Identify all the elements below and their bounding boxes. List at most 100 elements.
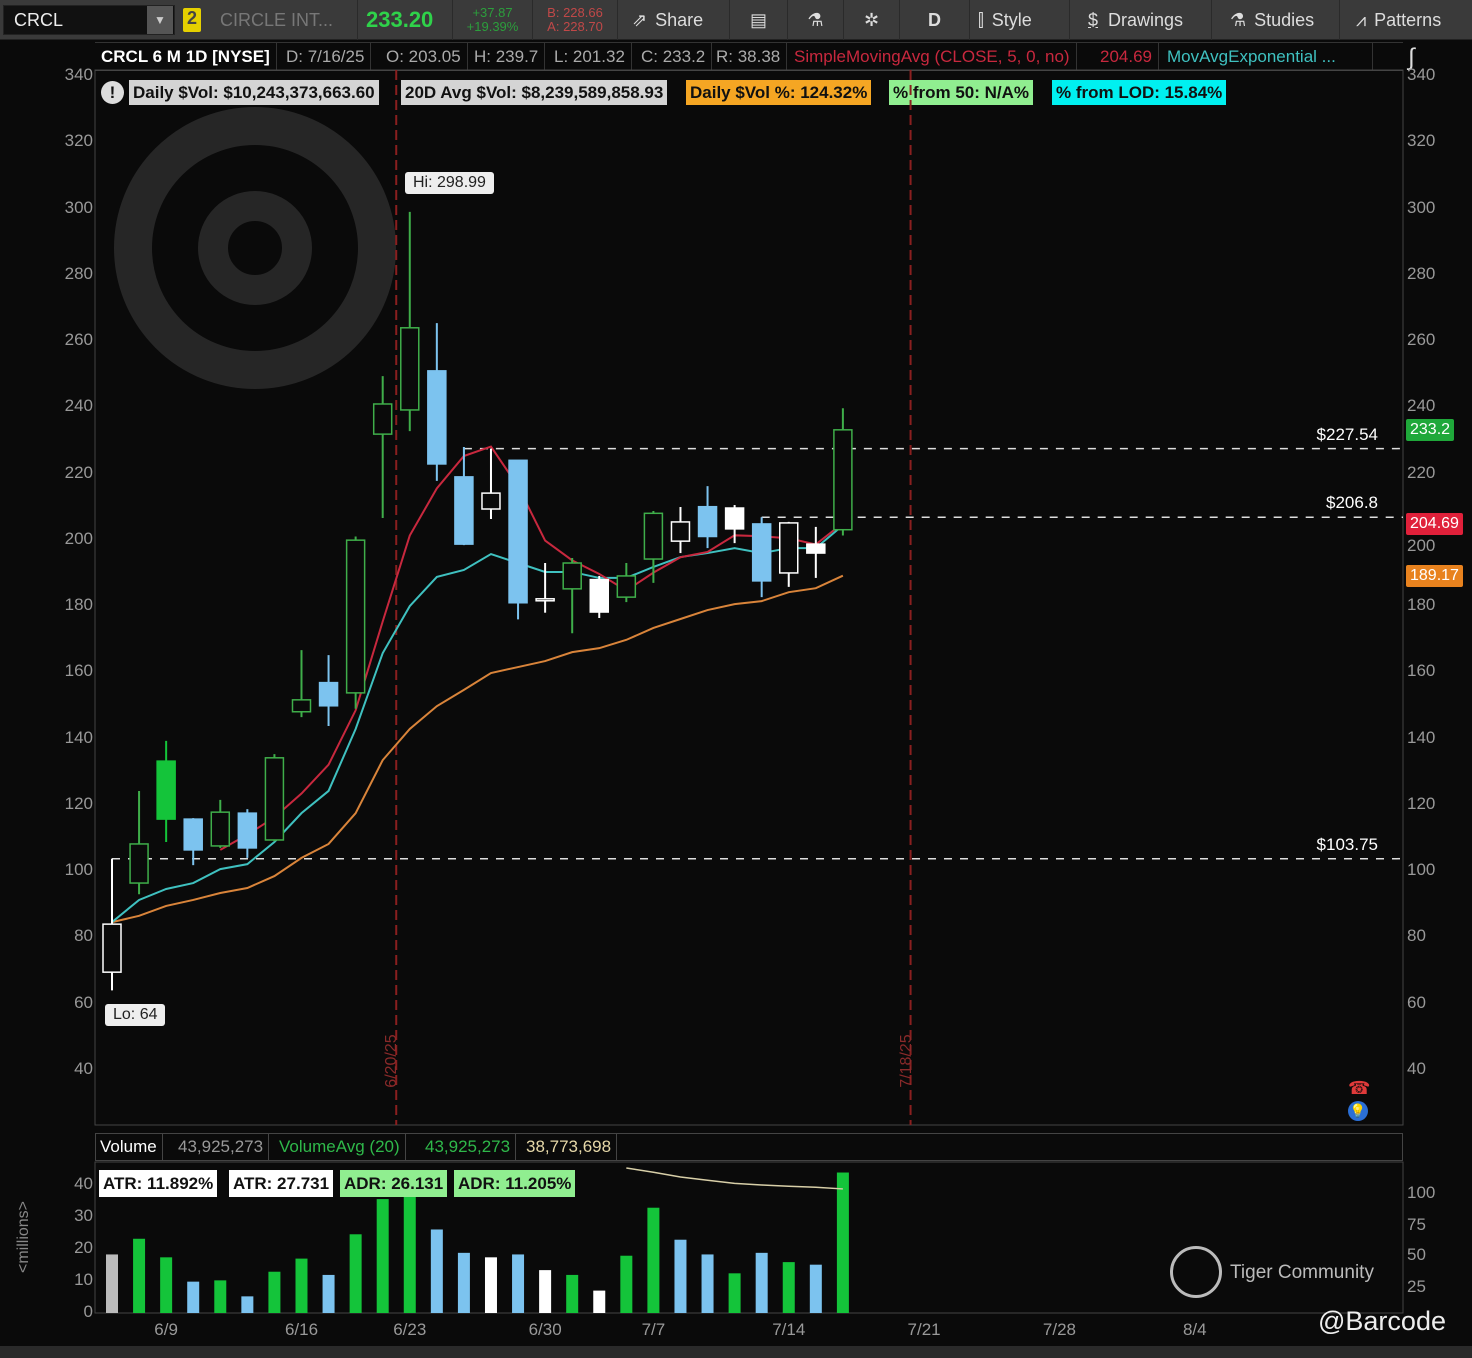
date-tick: 7/7 <box>641 1320 666 1339</box>
link-group-badge[interactable]: 2 <box>183 8 201 32</box>
flask-icon[interactable]: ⚗ <box>788 0 844 40</box>
calendar-icon[interactable]: ▤ <box>730 0 788 40</box>
price-tick-left: 340 <box>64 65 93 84</box>
candle-body <box>535 598 555 602</box>
sma-label[interactable]: SimpleMovingAvg (CLOSE, 5, 0, no) <box>788 43 1077 70</box>
price-tick-right: 260 <box>1407 330 1436 350</box>
price-tick-left: 280 <box>64 263 93 283</box>
daily-vol-badge: Daily $Vol: $10,243,373,663.60 <box>129 80 379 105</box>
volume-avg-line <box>626 1167 843 1190</box>
vol-pct-badge: Daily $Vol %: 124.32% <box>686 80 872 105</box>
volume-tick: 30 <box>74 1206 93 1225</box>
header-open: O: 203.05 <box>380 43 468 70</box>
from-lod-badge: % from LOD: 15.84% <box>1052 80 1227 105</box>
header-high: H: 239.7 <box>468 43 546 70</box>
volume-bar <box>160 1257 173 1313</box>
candle-body <box>562 562 582 590</box>
candle-icon: ⫿ <box>978 9 984 30</box>
candle-body <box>616 575 637 598</box>
date-tick: 6/9 <box>154 1320 178 1339</box>
net-change: +37.87 +19.39% <box>453 0 533 40</box>
candle-body <box>454 476 474 545</box>
volume-bar <box>241 1296 254 1313</box>
volume-right-tick: 75 <box>1407 1215 1426 1234</box>
price-tick-right: 300 <box>1407 197 1436 217</box>
price-level-label: $103.75 <box>1316 834 1378 854</box>
volume-bar <box>403 1193 416 1313</box>
candle-body <box>779 522 799 574</box>
candle-body <box>102 923 122 973</box>
candle-body <box>751 523 772 582</box>
volume-bar <box>349 1234 362 1313</box>
volume-tick: 10 <box>74 1270 93 1289</box>
price-level-label: $227.54 <box>1316 424 1378 444</box>
tiger-logo <box>1170 1246 1222 1298</box>
volume-bar <box>376 1199 389 1313</box>
volume-bar <box>187 1281 200 1313</box>
gear-icon[interactable]: ✲ <box>844 0 900 40</box>
candle-body <box>400 327 420 411</box>
price-tick-left: 80 <box>74 926 93 946</box>
date-tick: 7/28 <box>1042 1320 1076 1339</box>
sma-line <box>219 445 844 851</box>
event-date-label: 6/20/25 <box>383 1034 401 1088</box>
lightbulb-icon[interactable]: 💡 <box>1348 1101 1368 1121</box>
price-tick-right: 340 <box>1407 65 1436 84</box>
lo-label: Lo: 64 <box>105 1004 166 1026</box>
bid-ask: B: 228.66 A: 228.70 <box>533 0 618 40</box>
bid-value: B: 228.66 <box>547 5 603 20</box>
candle-body <box>481 492 501 510</box>
atr-pct-badge: ATR: 11.892% <box>99 1170 218 1197</box>
candle-body <box>697 505 718 538</box>
volume-bar <box>214 1280 227 1313</box>
avg-vol-badge: 20D Avg $Vol: $8,239,589,858.93 <box>401 80 668 105</box>
drawings-button[interactable]: $ Drawings <box>1070 0 1212 40</box>
phone-icon[interactable]: ☎ <box>1348 1078 1371 1098</box>
price-tick-left: 140 <box>64 727 93 747</box>
expand-scale-icon[interactable]: ∫ <box>1408 44 1415 71</box>
volume-bar <box>566 1274 579 1313</box>
event-date-label: 7/18/25 <box>897 1034 915 1088</box>
candle-body <box>833 429 853 531</box>
price-tick-right: 140 <box>1407 727 1436 747</box>
price-level-label: $206.8 <box>1326 493 1378 513</box>
header-date: D: 7/16/25 <box>280 43 372 70</box>
volume-tick: 20 <box>74 1238 93 1257</box>
volume-bar <box>755 1252 768 1313</box>
volume-bar <box>133 1238 146 1313</box>
candle-body <box>156 760 176 820</box>
price-tick-right: 320 <box>1407 131 1436 151</box>
price-tick-left: 40 <box>74 1058 93 1078</box>
symbol-input[interactable]: CRCL <box>3 5 175 35</box>
alert-icon[interactable]: ! <box>101 81 124 104</box>
volume-bar <box>647 1207 660 1313</box>
price-bubble: 204.69 <box>1406 513 1463 536</box>
price-tick-right: 200 <box>1407 536 1436 556</box>
ema-label[interactable]: MovAvgExponential ... <box>1161 43 1373 70</box>
share-button[interactable]: ⇗ Share <box>618 0 730 40</box>
volume-bar <box>593 1290 606 1313</box>
aggregation-button[interactable]: D <box>900 0 970 40</box>
date-tick: 8/4 <box>1182 1320 1207 1339</box>
price-bubble: 233.2 <box>1406 418 1455 441</box>
date-tick: 7/14 <box>772 1320 806 1339</box>
bottom-status-bar <box>0 1346 1472 1358</box>
candle-body <box>589 578 610 613</box>
header-range: R: 38.38 <box>710 43 788 70</box>
flask-icon: ⚗ <box>1230 9 1247 30</box>
sma-value: 204.69 <box>1094 43 1159 70</box>
change-percent: +19.39% <box>466 19 519 34</box>
adr-pct-badge: ADR: 11.205% <box>454 1170 576 1197</box>
candle-body <box>724 507 745 530</box>
volume-right-tick: 25 <box>1407 1277 1426 1296</box>
volume-right-tick: 50 <box>1407 1245 1426 1264</box>
patterns-button[interactable]: ⩘ Patterns <box>1340 0 1472 40</box>
symbol-dropdown-icon[interactable]: ▼ <box>147 6 173 34</box>
volume-bar <box>295 1258 308 1313</box>
change-value: +37.87 <box>472 5 513 20</box>
price-tick-right: 40 <box>1407 1058 1426 1078</box>
studies-button[interactable]: ⚗ Studies <box>1212 0 1340 40</box>
style-button[interactable]: ⫿ Style <box>970 0 1070 40</box>
drawings-label: Drawings <box>1108 9 1184 30</box>
